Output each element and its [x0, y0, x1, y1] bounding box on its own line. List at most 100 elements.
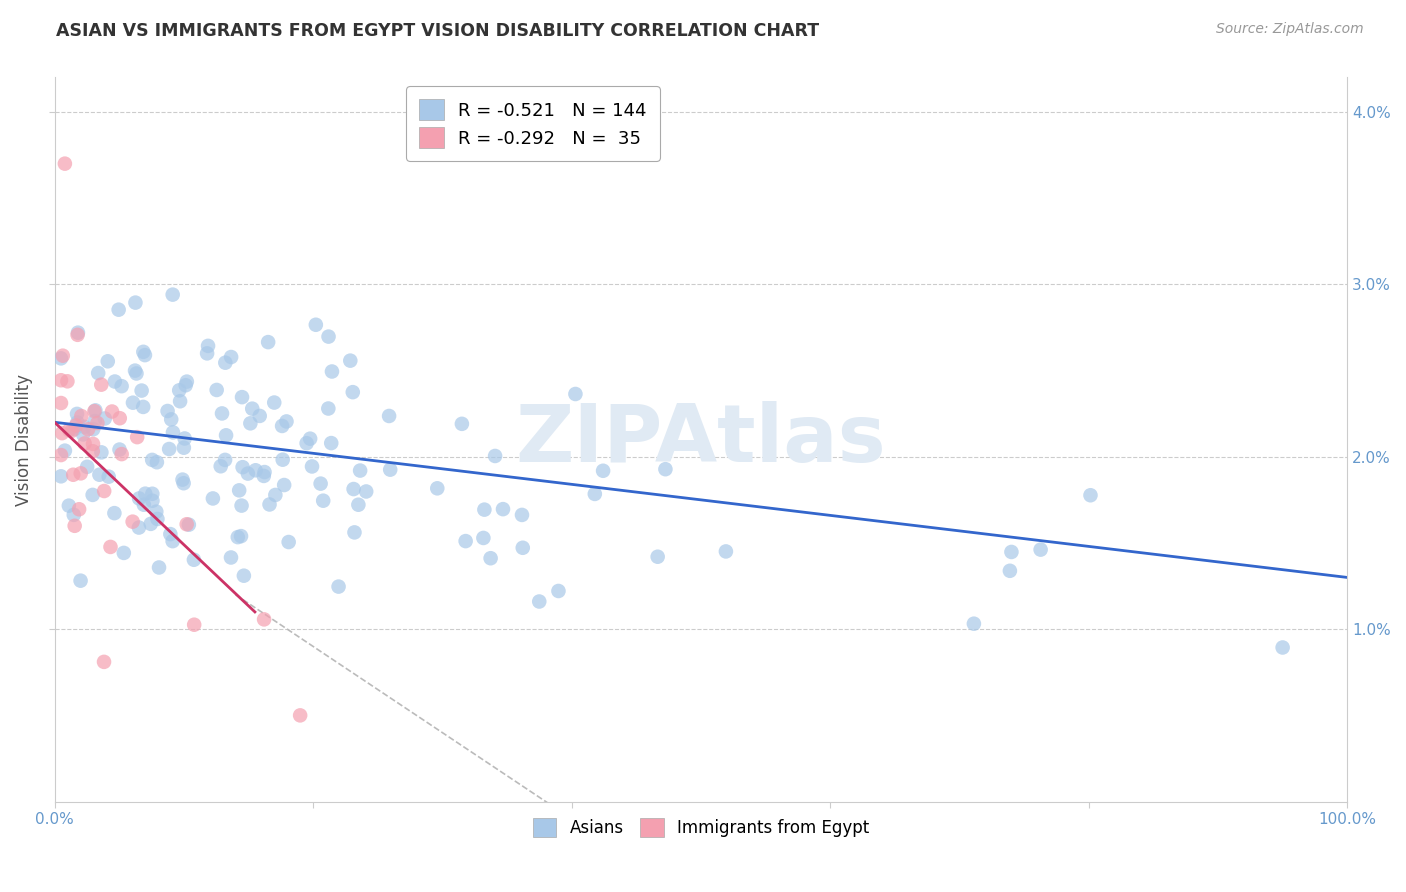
Point [451, 417, 474, 431]
Point [141, 453, 163, 467]
Point [51, 426, 73, 441]
Point [214, 356, 236, 370]
Point [63, 518, 86, 533]
Point [90, 377, 112, 392]
Point [89, 467, 111, 482]
Point [82, 488, 104, 502]
Point [122, 395, 145, 409]
Point [167, 384, 190, 398]
Point [169, 394, 191, 409]
Point [564, 387, 586, 401]
Point [104, 375, 127, 389]
Point [162, 287, 184, 301]
Point [93, 483, 115, 498]
Point [309, 476, 332, 491]
Point [160, 412, 183, 426]
Point [66, 326, 89, 340]
Point [108, 411, 131, 425]
Point [510, 508, 533, 522]
Point [299, 432, 322, 446]
Point [52, 349, 75, 363]
Point [259, 498, 281, 512]
Point [592, 464, 614, 478]
Point [472, 531, 495, 545]
Point [205, 383, 228, 397]
Point [49, 351, 72, 366]
Point [100, 540, 122, 554]
Point [354, 484, 377, 499]
Point [132, 498, 155, 512]
Point [174, 378, 197, 392]
Point [454, 534, 477, 549]
Point [245, 463, 267, 477]
Point [73, 419, 96, 434]
Point [378, 409, 401, 423]
Point [176, 375, 198, 389]
Point [63, 422, 86, 436]
Point [264, 488, 287, 502]
Point [183, 553, 205, 567]
Point [53, 156, 76, 170]
Point [232, 568, 254, 582]
Point [318, 329, 340, 343]
Point [240, 401, 263, 416]
Point [162, 425, 184, 440]
Point [49, 448, 72, 462]
Point [53, 443, 76, 458]
Point [76, 459, 98, 474]
Point [128, 491, 150, 506]
Point [58, 423, 80, 437]
Point [295, 436, 318, 450]
Point [276, 414, 298, 428]
Point [134, 486, 156, 500]
Point [380, 463, 402, 477]
Point [253, 465, 276, 479]
Point [56, 374, 79, 388]
Point [108, 442, 131, 457]
Point [1271, 640, 1294, 655]
Point [321, 436, 343, 450]
Point [226, 530, 249, 544]
Point [141, 493, 163, 508]
Point [134, 348, 156, 362]
Point [110, 379, 132, 393]
Point [484, 449, 506, 463]
Point [128, 520, 150, 534]
Point [349, 464, 371, 478]
Point [177, 517, 200, 532]
Point [214, 453, 236, 467]
Point [65, 418, 87, 433]
Point [228, 483, 250, 498]
Point [124, 363, 146, 377]
Point [492, 502, 515, 516]
Point [60, 424, 83, 438]
Point [253, 612, 276, 626]
Point [197, 339, 219, 353]
Point [512, 541, 534, 555]
Point [83, 414, 105, 428]
Point [82, 437, 104, 451]
Point [77, 422, 100, 436]
Point [647, 549, 669, 564]
Point [62, 467, 84, 482]
Point [1029, 542, 1052, 557]
Point [159, 527, 181, 541]
Point [277, 535, 299, 549]
Point [87, 366, 110, 380]
Point [93, 655, 115, 669]
Point [86, 416, 108, 430]
Point [132, 344, 155, 359]
Point [69, 467, 91, 481]
Point [232, 460, 254, 475]
Point [172, 473, 194, 487]
Point [141, 487, 163, 501]
Point [236, 467, 259, 481]
Point [239, 417, 262, 431]
Point [49, 396, 72, 410]
Point [301, 459, 323, 474]
Point [49, 469, 72, 483]
Point [547, 584, 569, 599]
Point [273, 478, 295, 492]
Point [474, 502, 496, 516]
Point [339, 353, 361, 368]
